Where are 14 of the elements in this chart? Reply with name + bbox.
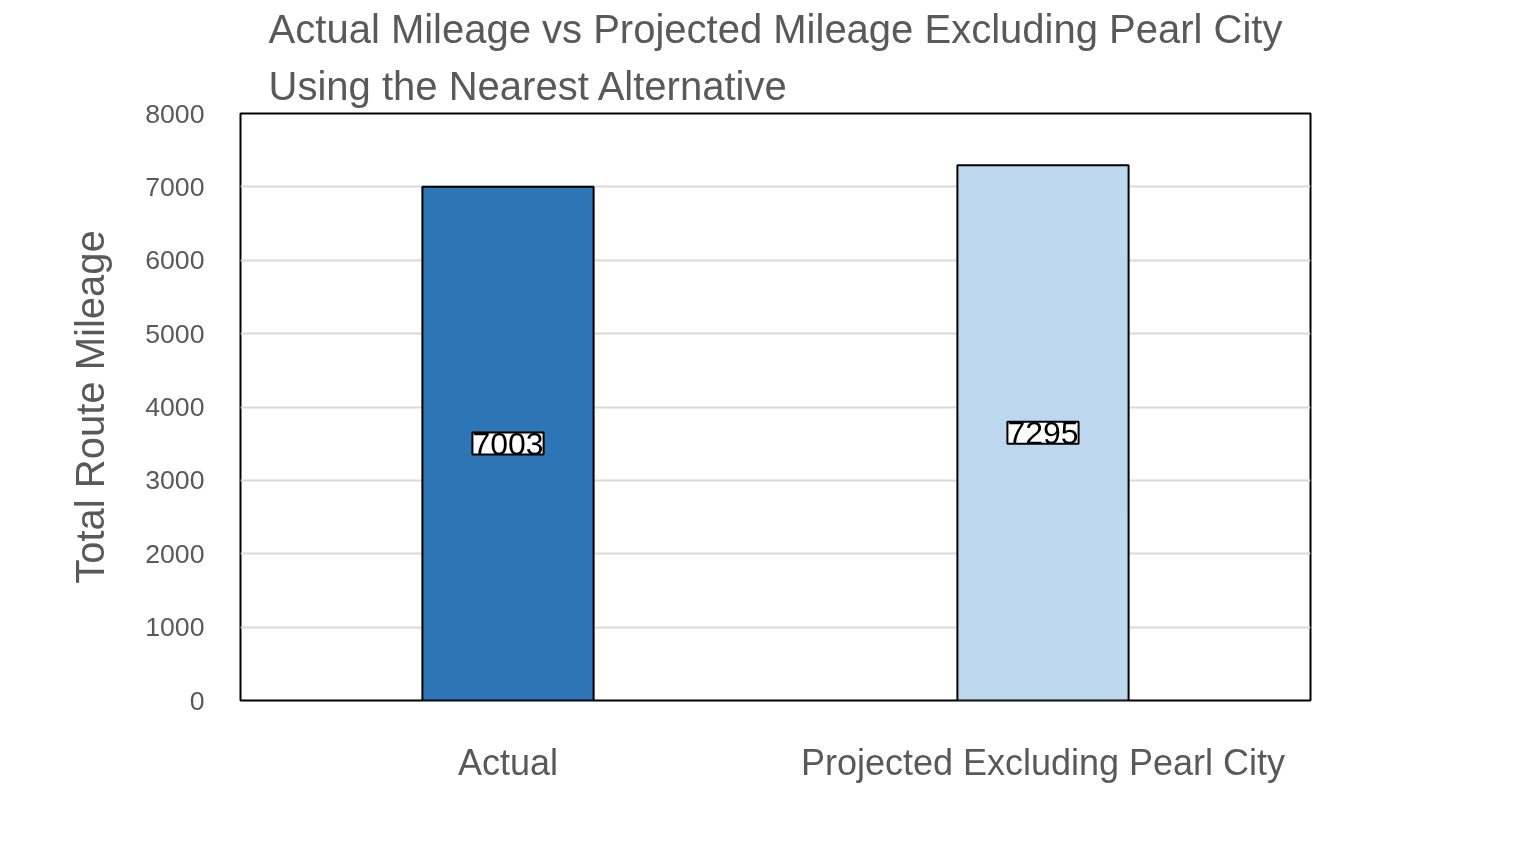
x-tick-label: Projected Excluding Pearl City (800, 741, 1286, 783)
y-tick-label: 0 (189, 685, 205, 716)
x-tick-label: Actual (457, 741, 559, 783)
y-tick-label: 1000 (145, 612, 205, 643)
y-axis-title: Total Route Mileage (68, 230, 113, 584)
y-tick-label: 7000 (145, 171, 205, 202)
data-label: 7003 (472, 425, 544, 462)
y-tick-label: 5000 (145, 318, 205, 349)
y-tick-label: 8000 (145, 98, 205, 129)
y-tick-label: 3000 (145, 465, 205, 496)
y-tick-label: 2000 (145, 538, 205, 569)
chart-title: Actual Mileage vs Projected Mileage Excluding Pearl City Using the Nearest Alternative (268, 7, 1283, 109)
y-tick-label: 6000 (145, 245, 205, 276)
y-tick-label: 4000 (145, 392, 205, 422)
